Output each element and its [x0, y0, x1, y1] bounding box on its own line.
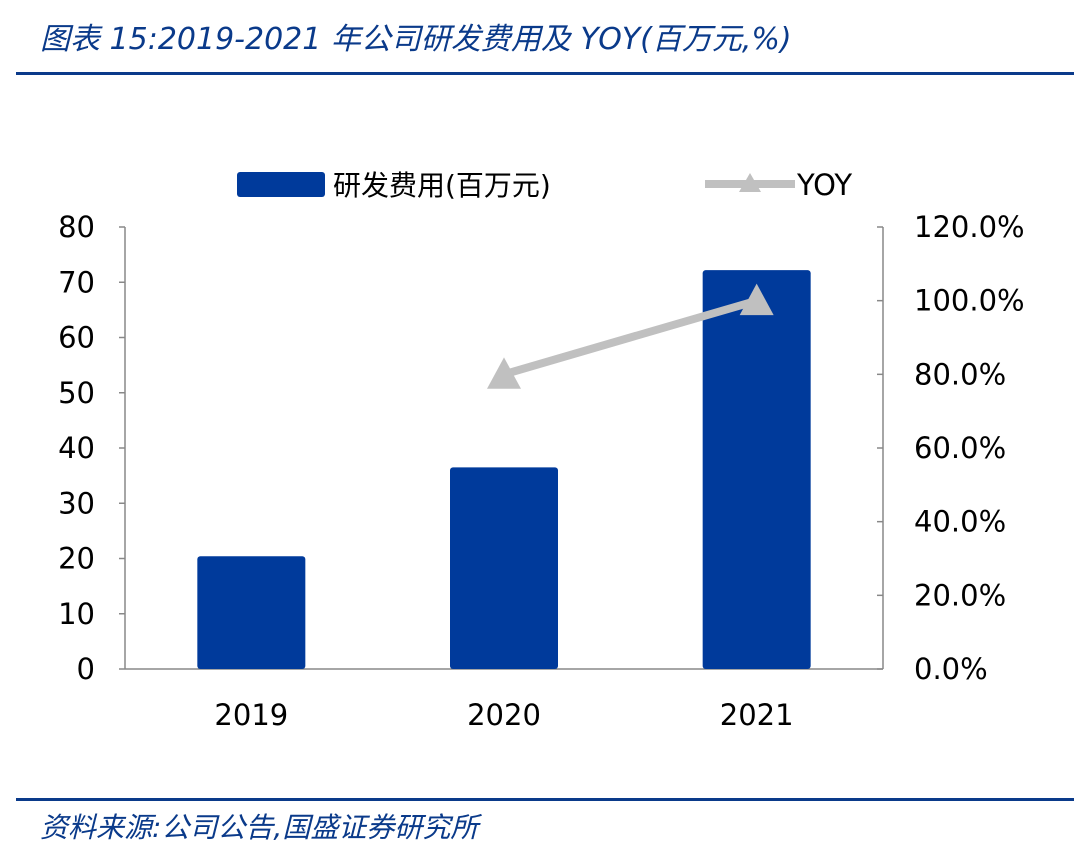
yoy-marker — [739, 283, 774, 316]
bar-series — [197, 270, 811, 669]
left-tick-label: 60 — [58, 321, 95, 355]
right-tick-label: 80.0% — [914, 357, 1006, 391]
x-tick-label: 2020 — [467, 698, 541, 732]
title-divider — [16, 72, 1074, 75]
x-axis-labels: 2019 2020 2021 — [214, 698, 793, 732]
bar-rd-expense — [450, 467, 558, 669]
legend-label-line: YOY — [796, 168, 852, 202]
x-tick-label: 2019 — [214, 698, 288, 732]
source-note: 资料来源:公司公告,国盛证券研究所 — [40, 811, 479, 844]
left-tick-label: 0 — [77, 652, 95, 686]
right-tick-label: 100.0% — [914, 284, 1025, 318]
chart-legend: 研发费用(百万元) YOY — [237, 168, 852, 202]
chart-area: 0 10 20 30 40 50 60 70 80 0.0% 20.0% 40.0% 60.0% 80.0… — [58, 168, 1024, 732]
yoy-line — [502, 296, 758, 379]
yoy-marker — [487, 357, 521, 389]
left-tick-label: 50 — [58, 376, 95, 410]
chart-axes: 0 10 20 30 40 50 60 70 80 0.0% 20.0% 40.0% 60.0% 80.0… — [58, 210, 1024, 686]
legend-label-bar: 研发费用(百万元) — [333, 169, 551, 202]
left-tick-label: 20 — [58, 542, 95, 576]
chart-title: 图表 15:2019-2021 年公司研发费用及 YOY(百万元,%) — [40, 22, 792, 57]
right-tick-label: 120.0% — [914, 210, 1025, 244]
bar-rd-expense — [197, 556, 306, 669]
left-tick-label: 40 — [58, 431, 95, 465]
legend-swatch-marker — [739, 173, 761, 192]
left-tick-label: 30 — [58, 486, 95, 520]
x-tick-label: 2021 — [720, 698, 794, 732]
source-divider — [16, 798, 1074, 801]
legend-swatch-bar — [237, 172, 325, 197]
right-tick-label: 0.0% — [914, 652, 988, 686]
right-tick-label: 40.0% — [914, 505, 1006, 539]
left-tick-label: 10 — [58, 597, 95, 631]
right-tick-label: 60.0% — [914, 431, 1006, 465]
bar-rd-expense — [702, 270, 811, 669]
left-tick-label: 70 — [58, 265, 95, 299]
yoy-series — [487, 283, 774, 389]
left-tick-label: 80 — [58, 210, 95, 244]
right-tick-label: 20.0% — [914, 578, 1006, 612]
